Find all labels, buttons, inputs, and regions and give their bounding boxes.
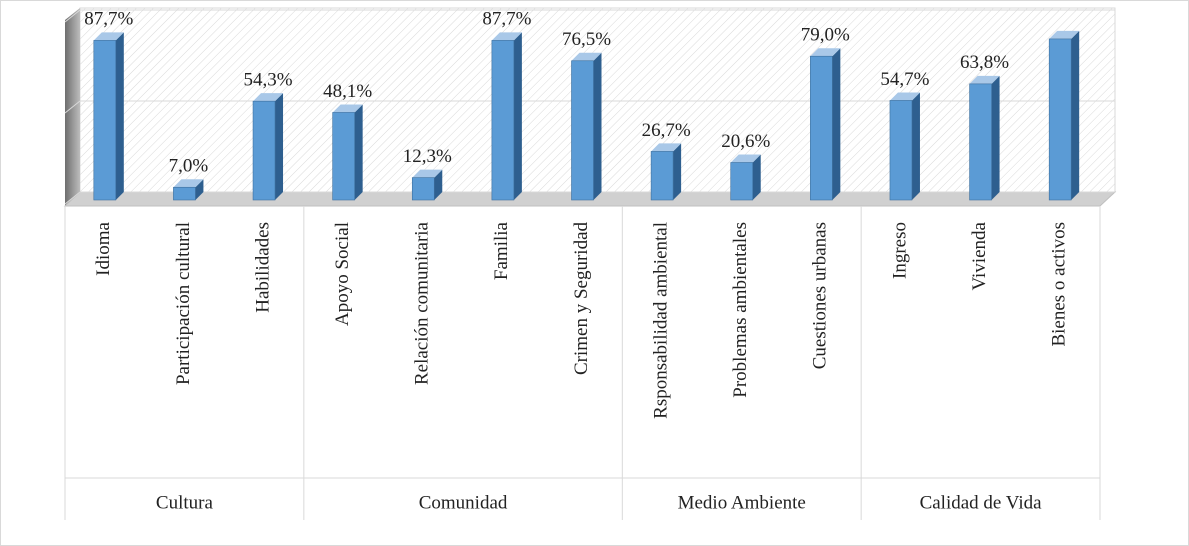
x-tick-label: Vivienda <box>969 221 990 290</box>
bar-top <box>1049 30 1080 39</box>
bar-side <box>275 93 284 200</box>
grid-line <box>64 191 81 205</box>
x-tick-label: Familia <box>491 221 512 280</box>
bar-top <box>93 32 124 41</box>
bar-top <box>332 104 363 113</box>
bar-side <box>991 75 1000 200</box>
value-label: 7,0% <box>169 156 209 177</box>
bar-top <box>730 154 761 163</box>
bar <box>730 162 754 201</box>
value-label: 26,7% <box>642 120 691 141</box>
grid-line <box>64 100 81 114</box>
bar <box>332 112 355 201</box>
bar-top <box>889 92 920 101</box>
value-label: 54,3% <box>243 70 292 91</box>
grid-line <box>64 9 81 23</box>
bar-side <box>434 169 443 200</box>
bar <box>93 40 117 201</box>
value-label: 87,7% <box>482 9 531 30</box>
x-tick-label: Apoyo Social <box>332 222 353 326</box>
group-label: Calidad de Vida <box>920 492 1043 513</box>
value-label: 76,5% <box>562 29 611 50</box>
bar <box>969 83 992 201</box>
bar <box>491 40 515 201</box>
bar-side <box>115 32 124 200</box>
x-tick-label: Problemas ambientales <box>730 222 751 398</box>
value-label: 87,7% <box>84 9 133 30</box>
group-label: Medio Ambiente <box>678 492 806 513</box>
x-tick-label: Idioma <box>93 221 114 275</box>
group-label: Cultura <box>156 492 214 513</box>
bar-side <box>513 32 522 200</box>
value-label: 63,8% <box>960 52 1009 73</box>
bar-side <box>832 48 841 200</box>
bar-side <box>354 104 363 200</box>
bar-side <box>911 92 920 200</box>
bar-side <box>752 154 761 200</box>
bar <box>252 100 276 201</box>
bar-top <box>651 143 682 152</box>
value-label: 20,6% <box>721 131 770 152</box>
bar <box>889 100 913 201</box>
bar-top <box>253 93 284 102</box>
value-label: 12,3% <box>403 146 452 167</box>
value-label: 54,7% <box>880 69 929 90</box>
x-tick-label: Crimen y Seguridad <box>571 222 592 376</box>
x-tick-label: Cuestiones urbanas <box>810 222 831 369</box>
bar-side <box>1071 30 1080 201</box>
bar-top <box>810 48 841 57</box>
value-label: 79,0% <box>801 25 850 46</box>
bar-side <box>195 179 204 200</box>
bar <box>173 186 196 201</box>
bar-side <box>673 143 682 200</box>
bar-top <box>173 179 204 188</box>
bar <box>810 55 833 201</box>
bar-side <box>593 52 602 200</box>
bar <box>1048 38 1072 201</box>
bar-top <box>969 75 1000 84</box>
bar <box>571 60 594 201</box>
x-tick-label: Rsponsabilidad ambiental <box>650 222 671 419</box>
bar <box>411 177 435 201</box>
bar-top <box>491 32 522 41</box>
bar-top <box>571 52 602 61</box>
x-tick-label: Habilidades <box>252 222 273 313</box>
x-tick-label: Bienes o activos <box>1049 222 1070 347</box>
bar <box>650 151 674 201</box>
bar-top <box>412 169 443 178</box>
x-tick-label: Ingreso <box>889 222 910 279</box>
value-label: 48,1% <box>323 81 372 102</box>
group-label: Comunidad <box>419 492 508 513</box>
x-tick-label: Relación comunitaria <box>412 221 433 385</box>
x-tick-label: Participación cultural <box>173 222 194 385</box>
